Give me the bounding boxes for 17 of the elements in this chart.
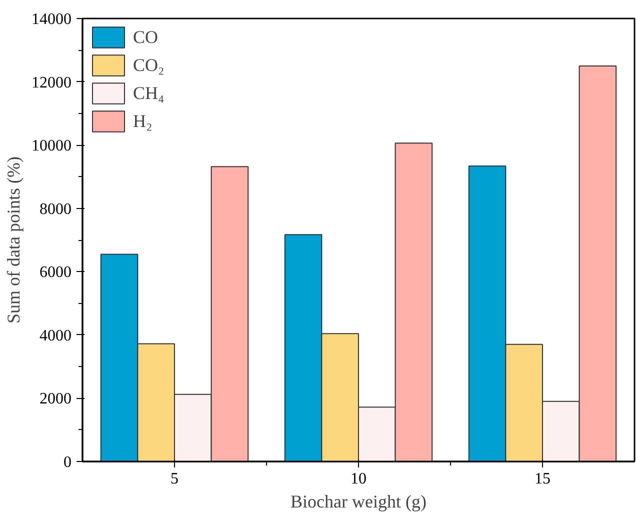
legend-label: CO₂: [133, 54, 164, 76]
y-tick-label: 12000: [32, 74, 72, 92]
legend-label: CH₄: [133, 82, 164, 104]
legend-label: CO: [133, 26, 158, 48]
y-tick-label: 6000: [40, 264, 72, 282]
y-tick-label: 14000: [32, 11, 72, 28]
y-tick-label: 4000: [40, 327, 72, 344]
x-tick-label: 10: [350, 470, 366, 488]
y-tick-label: 0: [64, 454, 72, 471]
x-tick-label: 15: [534, 470, 550, 488]
y-tick-label: 2000: [40, 390, 72, 408]
y-tick-label: 10000: [32, 138, 72, 155]
x-axis-title: Biochar weight (g): [290, 492, 426, 512]
y-tick-label: 8000: [40, 200, 72, 218]
y-axis-title: Sum of data points (%): [4, 156, 24, 324]
x-tick-label: 5: [170, 470, 178, 488]
legend-label: H₂: [133, 110, 153, 132]
